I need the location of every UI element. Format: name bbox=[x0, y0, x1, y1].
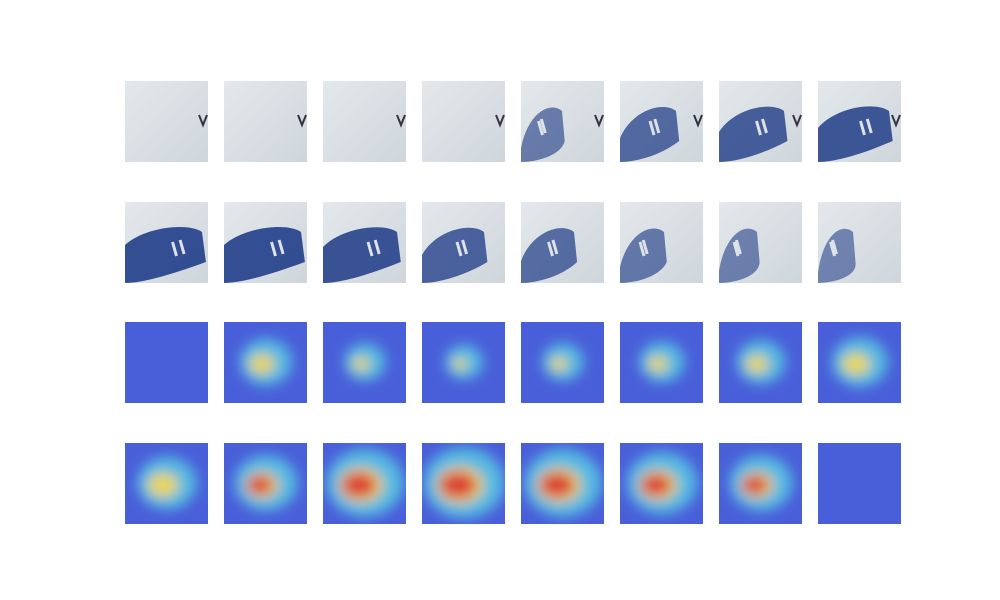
video-frame-r1-c1 bbox=[125, 81, 208, 162]
cursor-mark-icon bbox=[891, 114, 901, 128]
heatmap-frame-r3-c1 bbox=[125, 322, 208, 403]
glove-hand bbox=[224, 227, 305, 283]
video-frame-r1-c7 bbox=[719, 81, 802, 162]
cursor-mark-icon bbox=[396, 114, 406, 128]
glove-hand bbox=[719, 106, 788, 162]
video-frame-r1-c5 bbox=[521, 81, 604, 162]
video-frame-r2-c5 bbox=[521, 202, 604, 283]
heatmap-frame-r3-c7 bbox=[719, 322, 802, 403]
heatmap-frame-r3-c5 bbox=[521, 322, 604, 403]
heatmap-frame-r3-c2 bbox=[224, 322, 307, 403]
heatmap-frame-r3-c8 bbox=[818, 322, 901, 403]
cursor-mark-icon bbox=[297, 114, 307, 128]
heatmap-frame-r4-c5 bbox=[521, 443, 604, 524]
glove-hand bbox=[620, 107, 680, 162]
video-frame-r2-c4 bbox=[422, 202, 505, 283]
cursor-mark-icon bbox=[495, 114, 505, 128]
cursor-mark-icon bbox=[792, 114, 802, 128]
glove-hand bbox=[125, 227, 206, 283]
video-frame-r2-c6 bbox=[620, 202, 703, 283]
heatmap-frame-r4-c8 bbox=[818, 443, 901, 524]
glove-hand bbox=[521, 228, 578, 283]
video-frame-r2-c2 bbox=[224, 202, 307, 283]
video-frame-r1-c8 bbox=[818, 81, 901, 162]
heatmap-frame-r3-c4 bbox=[422, 322, 505, 403]
cursor-mark-icon bbox=[594, 114, 604, 128]
glove-hand bbox=[719, 228, 760, 283]
video-frame-r2-c3 bbox=[323, 202, 406, 283]
heatmap-frame-r4-c2 bbox=[224, 443, 307, 524]
heatmap-frame-r4-c7 bbox=[719, 443, 802, 524]
video-frame-r2-c1 bbox=[125, 202, 208, 283]
cursor-mark-icon bbox=[198, 114, 208, 128]
glove-hand bbox=[323, 227, 401, 283]
heatmap-frame-r4-c1 bbox=[125, 443, 208, 524]
heatmap-frame-r3-c3 bbox=[323, 322, 406, 403]
video-frame-r1-c2 bbox=[224, 81, 307, 162]
heatmap-frame-r4-c6 bbox=[620, 443, 703, 524]
glove-hand bbox=[818, 228, 856, 283]
video-frame-r1-c6 bbox=[620, 81, 703, 162]
heatmap-frame-r4-c3 bbox=[323, 443, 406, 524]
video-frame-r2-c8 bbox=[818, 202, 901, 283]
video-frame-r2-c7 bbox=[719, 202, 802, 283]
video-frame-r1-c4 bbox=[422, 81, 505, 162]
video-frame-r1-c3 bbox=[323, 81, 406, 162]
glove-hand bbox=[422, 227, 488, 283]
glove-hand bbox=[818, 106, 893, 162]
cursor-mark-icon bbox=[693, 114, 703, 128]
heatmap-frame-r3-c6 bbox=[620, 322, 703, 403]
heatmap-frame-r4-c4 bbox=[422, 443, 505, 524]
